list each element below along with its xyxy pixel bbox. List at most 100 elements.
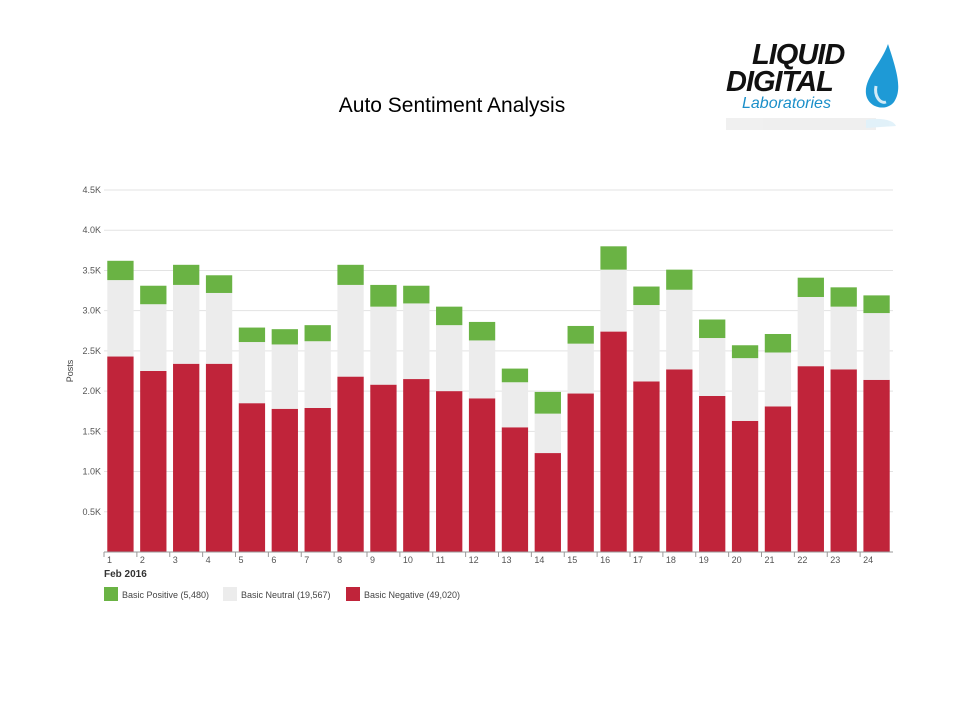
bar-basic-neutral-day-10[interactable] [403,303,430,380]
bar-basic-negative-day-1[interactable] [107,356,134,552]
logo-line-laboratories: Laboratories [742,95,831,112]
bar-basic-neutral-day-2[interactable] [140,304,167,371]
bar-basic-positive-day-18[interactable] [666,269,693,290]
bar-basic-neutral-day-23[interactable] [830,306,857,370]
bar-basic-negative-day-13[interactable] [501,427,529,552]
bar-basic-negative-day-2[interactable] [140,371,167,552]
legend-item-basic-positive[interactable]: Basic Positive (5,480) [122,590,209,600]
bar-basic-positive-day-7[interactable] [304,325,331,342]
x-tick-label: 21 [765,555,775,565]
bar-basic-neutral-day-11[interactable] [436,325,463,392]
bar-basic-neutral-day-17[interactable] [633,305,660,382]
bar-basic-negative-day-24[interactable] [863,379,890,552]
legend-swatch-basic-neutral [223,587,237,601]
bar-basic-negative-day-19[interactable] [699,395,726,552]
bar-basic-neutral-day-1[interactable] [107,280,134,357]
bar-basic-neutral-day-24[interactable] [863,313,890,380]
bar-basic-negative-day-4[interactable] [205,363,233,552]
bar-basic-neutral-day-7[interactable] [304,341,331,409]
bar-basic-negative-day-7[interactable] [304,408,331,552]
bar-basic-positive-day-17[interactable] [633,286,660,306]
bar-basic-negative-day-15[interactable] [567,393,594,552]
bar-basic-neutral-day-21[interactable] [764,352,792,407]
x-tick-label: 12 [469,555,479,565]
bar-basic-neutral-day-14[interactable] [534,413,561,454]
bar-basic-negative-day-21[interactable] [764,406,792,552]
bar-basic-positive-day-1[interactable] [107,260,134,281]
x-tick-label: 5 [239,555,244,565]
bar-basic-neutral-day-3[interactable] [173,284,200,364]
bar-basic-negative-day-11[interactable] [436,391,463,552]
bar-basic-positive-day-12[interactable] [468,321,496,341]
logo-line-liquid: LIQUID [752,39,845,71]
bar-basic-positive-day-6[interactable] [271,329,298,345]
bar-basic-neutral-day-4[interactable] [205,292,233,364]
bar-basic-negative-day-14[interactable] [534,453,561,552]
bar-basic-positive-day-16[interactable] [600,246,627,270]
logo-reflection [726,118,896,130]
bar-basic-neutral-day-6[interactable] [271,344,298,409]
bar-basic-positive-day-13[interactable] [501,368,529,383]
bar-basic-negative-day-8[interactable] [337,376,364,552]
bar-basic-negative-day-3[interactable] [173,363,200,552]
bar-basic-positive-day-23[interactable] [830,287,857,307]
company-logo: LIQUID DIGITAL Laboratories [726,39,899,130]
bar-basic-positive-day-22[interactable] [797,277,824,297]
bar-basic-positive-day-11[interactable] [436,306,463,326]
legend-item-basic-negative[interactable]: Basic Negative (49,020) [364,590,460,600]
x-tick-label: 19 [699,555,709,565]
bar-basic-positive-day-5[interactable] [238,327,266,343]
bar-basic-negative-day-16[interactable] [600,331,627,552]
bar-basic-positive-day-21[interactable] [764,333,792,353]
legend-swatch-basic-positive [104,587,118,601]
bar-basic-positive-day-19[interactable] [699,319,726,339]
bar-basic-neutral-day-9[interactable] [370,306,397,385]
water-drop-highlight-icon [874,85,887,104]
bar-basic-negative-day-18[interactable] [666,369,693,552]
bar-basic-positive-day-24[interactable] [863,295,890,314]
bar-basic-neutral-day-12[interactable] [468,340,496,399]
x-tick-label: 17 [633,555,643,565]
x-tick-label: 11 [436,555,445,565]
y-axis-ticks: 0.5K 1.0K 1.5K 2.0K 2.5K 3.0K 3.5K 4.0K 4.5K [82,185,101,517]
bar-basic-negative-day-5[interactable] [238,403,266,552]
bar-basic-negative-day-20[interactable] [731,420,759,552]
bar-basic-positive-day-15[interactable] [567,325,594,344]
bar-basic-neutral-day-15[interactable] [567,343,594,394]
x-tick-label: 22 [797,555,807,565]
bar-basic-negative-day-17[interactable] [633,381,660,552]
y-tick-label: 4.5K [82,185,101,195]
logo-line-digital: DIGITAL [726,66,833,98]
bar-basic-negative-day-22[interactable] [797,366,824,552]
bar-basic-positive-day-10[interactable] [403,285,430,304]
x-tick-label: 8 [337,555,342,565]
bar-basic-positive-day-8[interactable] [337,264,364,285]
bar-basic-positive-day-3[interactable] [173,264,200,285]
bar-basic-negative-day-6[interactable] [271,408,298,552]
bar-basic-neutral-day-20[interactable] [731,358,759,421]
bar-basic-negative-day-10[interactable] [403,379,430,552]
y-tick-label: 4.0K [82,225,101,235]
bar-basic-positive-day-20[interactable] [731,345,759,359]
bar-basic-positive-day-4[interactable] [205,275,233,293]
bar-basic-negative-day-9[interactable] [370,384,397,552]
bar-basic-positive-day-14[interactable] [534,391,561,414]
bar-basic-positive-day-2[interactable] [140,285,167,305]
bar-basic-neutral-day-8[interactable] [337,284,364,377]
chart-legend: Basic Positive (5,480) Basic Neutral (19,… [104,587,460,601]
x-tick-label: 9 [370,555,375,565]
bar-basic-neutral-day-13[interactable] [501,382,529,428]
bar-basic-neutral-day-22[interactable] [797,296,824,367]
x-tick-label: 6 [271,555,276,565]
bar-basic-neutral-day-16[interactable] [600,269,627,332]
bar-basic-neutral-day-18[interactable] [666,289,693,370]
x-tick-label: 4 [206,555,211,565]
x-tick-label: 24 [863,555,873,565]
bar-basic-positive-day-9[interactable] [370,284,397,307]
bar-basic-neutral-day-5[interactable] [238,342,266,404]
bar-basic-negative-day-12[interactable] [468,398,496,552]
bar-basic-neutral-day-19[interactable] [699,338,726,396]
bar-basic-negative-day-23[interactable] [830,369,857,552]
legend-item-basic-neutral[interactable]: Basic Neutral (19,567) [241,590,331,600]
